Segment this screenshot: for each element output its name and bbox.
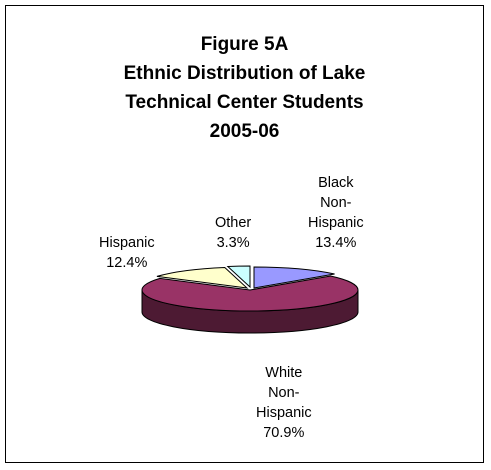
title-line-2: Ethnic Distribution of Lake bbox=[123, 63, 366, 84]
slice-other bbox=[226, 265, 251, 289]
title-line-4: 2005-06 bbox=[209, 121, 280, 142]
title-line-3: Technical Center Students bbox=[125, 92, 364, 113]
label-other: Other 3.3% bbox=[215, 215, 252, 251]
slice-hispanic bbox=[156, 266, 249, 289]
chart-frame: Figure 5A Ethnic Distribution of Lake Te… bbox=[5, 5, 484, 463]
label-white-non-hispanic: White Non- Hispanic 70.9% bbox=[256, 365, 312, 441]
slice-white-non-hispanic bbox=[141, 275, 359, 312]
slice-black-non-hispanic bbox=[253, 266, 335, 289]
chart-title: Figure 5A Ethnic Distribution of Lake Te… bbox=[6, 30, 483, 146]
label-hispanic: Hispanic 12.4% bbox=[99, 235, 155, 271]
label-black-non-hispanic: Black Non- Hispanic 13.4% bbox=[308, 175, 364, 251]
title-line-1: Figure 5A bbox=[200, 34, 289, 55]
